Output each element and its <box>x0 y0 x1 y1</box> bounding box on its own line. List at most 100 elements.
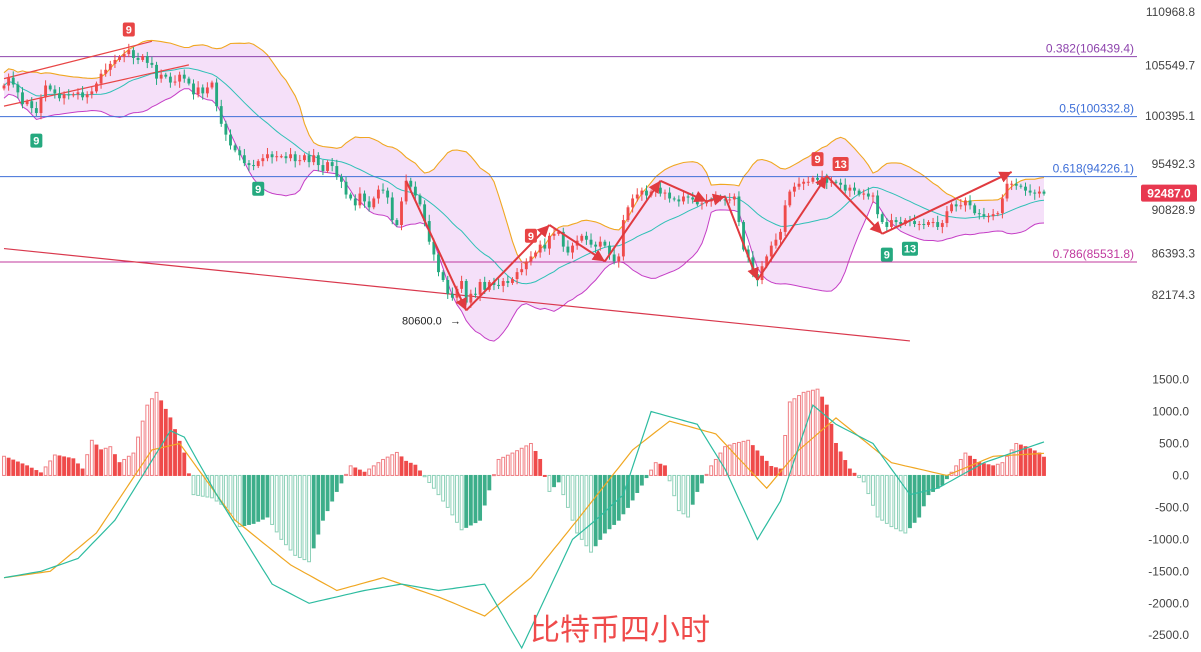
candle-body <box>737 196 741 223</box>
pivot-arrow <box>826 175 883 235</box>
candle-body <box>603 241 607 246</box>
candle-body <box>1005 183 1009 199</box>
candle-body <box>811 177 815 182</box>
candle-body <box>973 205 977 214</box>
candle-body <box>1033 192 1037 194</box>
candle-body <box>885 222 889 227</box>
macd-tick-label: 1000.0 <box>1152 405 1189 419</box>
candle-body <box>695 199 699 205</box>
macd-bar <box>810 389 815 476</box>
bollinger-fill <box>4 40 1044 342</box>
trend-line <box>3 40 153 80</box>
macd-bar <box>29 467 34 476</box>
macd-bar <box>177 440 182 476</box>
macd-bar <box>787 401 792 476</box>
macd-bar <box>362 471 367 476</box>
macd-bar <box>838 451 843 476</box>
candle-body <box>108 63 112 70</box>
candle-body <box>968 200 972 206</box>
macd-bar <box>533 450 538 476</box>
macd-bar <box>524 445 529 476</box>
macd-bar <box>755 450 760 476</box>
candle-body <box>700 203 704 205</box>
candle-body <box>1019 185 1023 187</box>
macd-bar <box>399 456 404 476</box>
candle-body <box>677 199 681 202</box>
macd-bar <box>422 474 427 478</box>
td-marker <box>811 152 824 167</box>
candle-body <box>584 235 588 240</box>
candle-body <box>150 62 154 65</box>
macd-bar <box>242 474 247 527</box>
candle-body <box>182 74 186 79</box>
macd-bar <box>880 474 885 521</box>
macd-tick-label: -500.0 <box>1155 500 1189 514</box>
candle-body <box>67 94 71 96</box>
macd-bar <box>681 474 686 515</box>
candle-body <box>871 195 875 197</box>
macd-bar <box>898 474 903 532</box>
candle-body <box>635 194 639 199</box>
candle-body <box>788 191 792 206</box>
candle-body <box>936 222 940 227</box>
macd-bar <box>663 465 667 476</box>
candle-body <box>829 181 833 183</box>
price-tick-label: 110968.8 <box>1146 5 1195 19</box>
macd-bar <box>228 474 233 515</box>
macd-tick-label: -2000.0 <box>1148 596 1189 610</box>
macd-bar <box>413 464 418 476</box>
macd-bar <box>376 462 381 476</box>
macd-bar <box>136 436 140 476</box>
macd-bar <box>394 451 399 476</box>
candle-body <box>520 269 524 273</box>
candle-body <box>862 193 866 195</box>
candle-body <box>866 193 870 197</box>
candle-body <box>44 85 48 98</box>
macd-bar <box>861 474 866 483</box>
macd-bar <box>797 395 801 476</box>
macd-bar <box>85 454 90 476</box>
bollinger-bands <box>3 39 1045 342</box>
macd-bar <box>542 474 547 477</box>
candle-body <box>196 87 200 95</box>
macd-bar <box>501 456 506 476</box>
td-marker <box>122 22 135 37</box>
candle-body <box>95 83 98 92</box>
candle-body <box>1028 190 1032 193</box>
macd-bar <box>773 467 778 476</box>
macd-bar <box>441 474 446 502</box>
macd-bar <box>626 474 630 508</box>
candle-body <box>441 272 445 281</box>
macd-bar <box>653 462 658 476</box>
candle-body <box>205 87 209 94</box>
macd-bar <box>334 474 339 492</box>
candle-body <box>312 155 316 163</box>
candle-body <box>899 222 903 225</box>
macd-bar <box>62 456 67 476</box>
price-tick-label: 100395.1 <box>1145 109 1195 123</box>
macd-bar <box>875 474 880 518</box>
macd-bar <box>723 446 727 476</box>
candle-body <box>307 155 311 163</box>
macd-bar <box>293 474 298 556</box>
macd-bar <box>713 458 718 476</box>
macd-bar <box>649 469 654 476</box>
candle-body <box>742 222 745 250</box>
macd-bar <box>256 474 261 522</box>
macd-tick-label: -2500.0 <box>1148 628 1189 642</box>
candle-body <box>238 150 242 156</box>
macd-bar <box>182 452 187 476</box>
candle-body <box>210 82 214 88</box>
candle-body <box>977 213 981 215</box>
td-marker-label: 13 <box>834 159 846 171</box>
candle-body <box>460 280 464 289</box>
macd-bar <box>940 474 945 486</box>
candle-body <box>261 158 265 162</box>
candle-body <box>617 256 621 262</box>
candle-body <box>543 244 547 249</box>
candle-body <box>113 59 117 64</box>
macd-bar <box>445 474 450 508</box>
macd-bar <box>991 465 996 476</box>
